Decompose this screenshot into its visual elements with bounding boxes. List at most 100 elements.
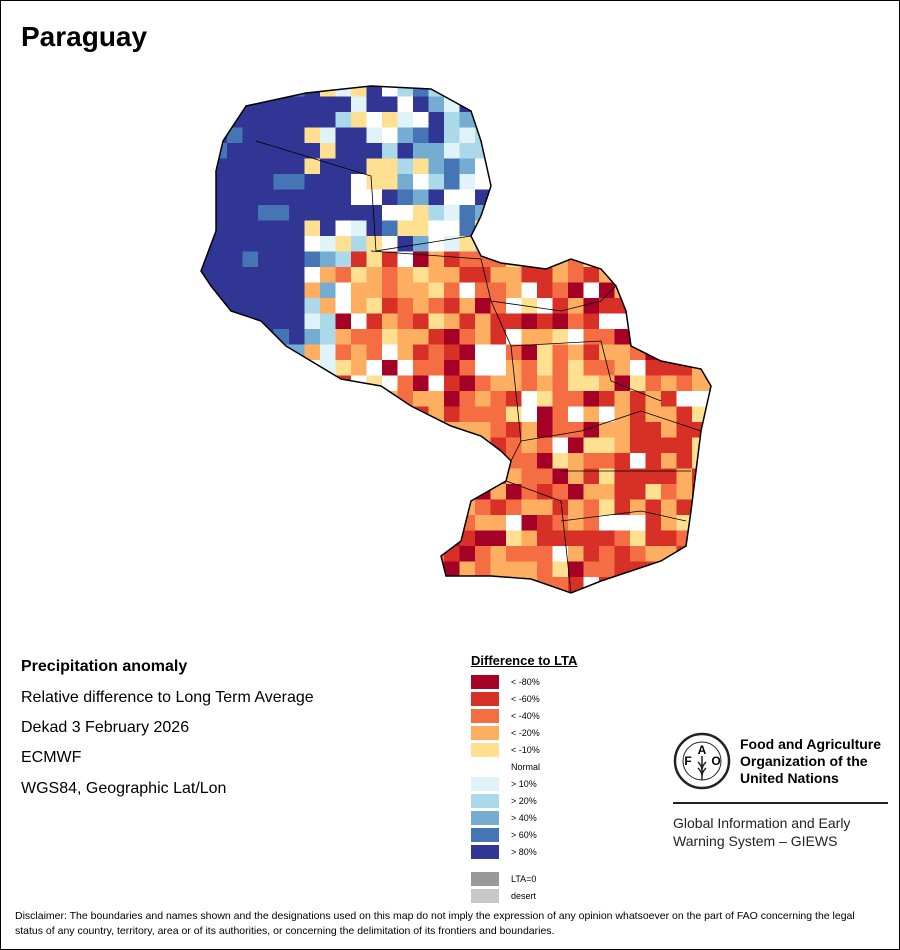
grid-cell	[645, 453, 662, 469]
grid-cell	[201, 499, 212, 516]
grid-cell	[258, 344, 274, 361]
grid-cell	[537, 530, 553, 547]
grid-cell	[676, 205, 693, 221]
legend-swatch	[471, 827, 499, 842]
grid-cell	[351, 313, 367, 330]
grid-cell	[304, 468, 321, 485]
grid-cell	[444, 577, 460, 593]
grid-cell	[351, 158, 367, 175]
grid-cell	[599, 406, 615, 423]
grid-cell	[289, 158, 305, 175]
grid-cell	[506, 561, 522, 578]
grid-cell	[614, 391, 631, 407]
grid-cell	[490, 220, 507, 237]
grid-cell	[320, 96, 336, 113]
grid-cell	[273, 468, 290, 485]
grid-cell	[521, 499, 538, 516]
grid-cell	[335, 158, 352, 175]
grid-cell	[506, 530, 522, 547]
grid-cell	[289, 313, 305, 330]
grid-cell	[304, 86, 321, 97]
grid-cell	[258, 205, 274, 221]
grid-cell	[289, 127, 305, 144]
grid-cell	[397, 592, 414, 593]
grid-cell	[661, 422, 677, 438]
grid-cell	[645, 282, 662, 299]
grid-cell	[320, 205, 336, 221]
grid-cell	[645, 329, 662, 345]
grid-cell	[490, 422, 507, 438]
grid-cell	[707, 282, 711, 299]
grid-cell	[614, 577, 631, 593]
grid-cell	[490, 86, 507, 97]
grid-cell	[428, 112, 445, 128]
grid-cell	[552, 282, 569, 299]
grid-cell	[351, 406, 367, 423]
grid-cell	[397, 127, 414, 144]
grid-cell	[258, 499, 274, 516]
grid-cell	[707, 251, 711, 268]
grid-cell	[490, 344, 507, 361]
grid-cell	[459, 484, 476, 500]
grid-cell	[335, 112, 352, 128]
grid-cell	[289, 468, 305, 485]
grid-cell	[335, 468, 352, 485]
grid-cell	[614, 468, 631, 485]
grid-cell	[211, 468, 228, 485]
grid-cell	[273, 143, 290, 159]
grid-cell	[583, 453, 600, 469]
grid-cell	[428, 143, 445, 159]
grid-cell	[258, 592, 274, 593]
grid-cell	[614, 251, 631, 268]
grid-cell	[645, 546, 662, 562]
grid-cell	[382, 282, 398, 299]
grid-cell	[201, 391, 212, 407]
grid-cell	[521, 391, 538, 407]
grid-cell	[397, 577, 414, 593]
grid-cell	[273, 453, 290, 469]
grid-cell	[444, 391, 460, 407]
grid-cell	[645, 422, 662, 438]
grid-cell	[273, 174, 290, 190]
grid-cell	[201, 205, 212, 221]
grid-cell	[413, 205, 429, 221]
legend-swatch	[471, 674, 499, 689]
grid-cell	[444, 298, 460, 314]
grid-cell	[661, 251, 677, 268]
grid-cell	[506, 391, 522, 407]
grid-cell	[583, 205, 600, 221]
grid-cell	[382, 174, 398, 190]
grid-cell	[201, 329, 212, 345]
grid-cell	[413, 127, 429, 144]
grid-cell	[676, 546, 693, 562]
grid-cell	[583, 143, 600, 159]
grid-cell	[614, 422, 631, 438]
grid-cell	[211, 546, 228, 562]
grid-cell	[537, 406, 553, 423]
grid-cell	[490, 143, 507, 159]
grid-cell	[366, 86, 383, 97]
grid-cell	[242, 360, 259, 376]
grid-cell	[537, 96, 553, 113]
grid-cell	[428, 96, 445, 113]
grid-cell	[201, 530, 212, 547]
grid-cell	[521, 220, 538, 237]
grid-cell	[537, 453, 553, 469]
grid-cell	[521, 189, 538, 206]
legend-item: > 10%	[471, 775, 577, 792]
grid-cell	[552, 127, 569, 144]
department-boundary	[370, 250, 522, 462]
grid-cell	[366, 251, 383, 268]
grid-cell	[506, 267, 522, 283]
grid-cell	[568, 375, 584, 392]
grid-cell	[630, 592, 646, 593]
grid-cell	[428, 220, 445, 237]
grid-cell	[258, 437, 274, 454]
grid-cell	[397, 329, 414, 345]
grid-cell	[289, 360, 305, 376]
grid-cell	[320, 344, 336, 361]
grid-cell	[583, 158, 600, 175]
grid-cell	[397, 189, 414, 206]
grid-cell	[614, 96, 631, 113]
grid-cell	[201, 267, 212, 283]
